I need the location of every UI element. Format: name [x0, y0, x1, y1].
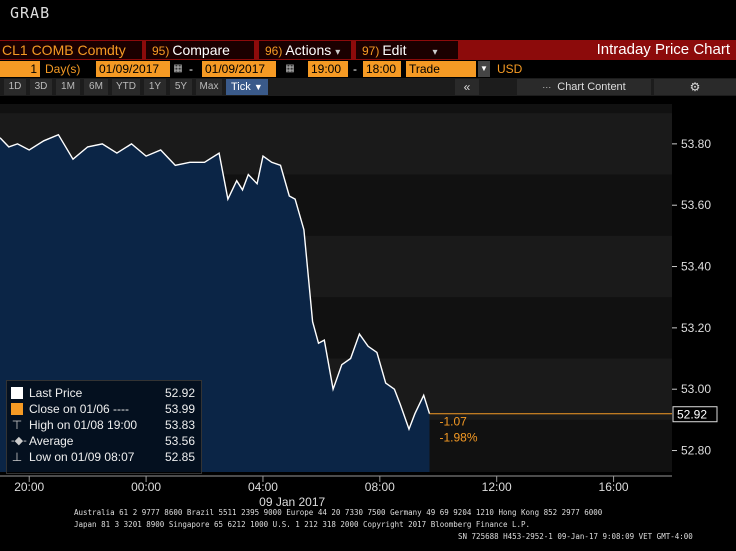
average-line-icon: -◆- [11, 435, 27, 447]
title-bar [0, 0, 736, 36]
edit-menu-number: 97) [362, 44, 380, 58]
actions-menu[interactable]: 96) Actions ▾ [259, 41, 351, 59]
settings-button[interactable]: ⚙ [654, 79, 736, 95]
actions-caret-icon: ▾ [335, 47, 341, 58]
time-separator: - [353, 62, 357, 76]
x-tick-label: 16:00 [599, 480, 629, 494]
y-tick-label: 53.00 [681, 382, 711, 396]
date-separator: - [189, 62, 193, 76]
chart-line-layer [0, 133, 672, 432]
start-date-input[interactable]: 01/09/2017 [96, 61, 170, 77]
security-input[interactable]: CL1 COMB Comdty [0, 41, 142, 59]
x-tick-label: 12:00 [482, 480, 512, 494]
period-1d-button[interactable]: 1D [4, 79, 26, 95]
chart-legend: Last Price 52.92 Close on 01/06 ---- 53.… [6, 380, 202, 474]
currency-input[interactable]: USD [497, 62, 523, 76]
chart-content-button[interactable]: ⋯ Chart Content [517, 79, 651, 95]
gear-icon: ⚙ [689, 80, 701, 94]
chart-name-label: Intraday Price Chart [596, 41, 730, 58]
legend-close[interactable]: Close on 01/06 ---- 53.99 [11, 401, 199, 417]
y-tick-label: 53.40 [681, 260, 711, 274]
footer-contacts-1: Australia 61 2 9777 8600 Brazil 5511 239… [74, 508, 603, 517]
low-marker-icon: ⊥ [11, 450, 23, 464]
legend-value: 53.56 [164, 434, 195, 448]
chart-content-icon: ⋯ [542, 82, 552, 92]
field-dropdown-icon[interactable]: ▼ [478, 61, 490, 77]
last-price-tag-box [672, 406, 718, 423]
legend-label: High on 01/08 19:00 [29, 418, 138, 432]
x-tick-label: 00:00 [131, 480, 161, 494]
y-axis: 53.80 53.60 53.40 53.20 53.00 52.80 52.92 [672, 96, 736, 476]
legend-high[interactable]: ⊤ High on 01/08 19:00 53.83 [11, 417, 199, 433]
legend-value: 52.92 [164, 386, 195, 400]
net-change-label: -1.07 [439, 415, 467, 429]
edit-menu-label: Edit [382, 42, 407, 58]
tick-label: Tick [231, 81, 251, 93]
footer-contacts-2: Japan 81 3 3201 8900 Singapore 65 6212 1… [74, 520, 531, 529]
x-axis: 20:00 00:00 04:00 08:00 12:00 16:00 09 Jan 201… [0, 475, 672, 508]
legend-label: Last Price [29, 386, 83, 400]
white-square-icon [11, 387, 23, 399]
legend-average[interactable]: -◆- Average 53.56 [11, 433, 199, 449]
chart-annotations: -1.07 -1.98% [439, 415, 477, 445]
y-tick-label: 53.80 [681, 137, 711, 151]
edit-menu[interactable]: 97) Edit ▾ [356, 41, 458, 59]
actions-menu-number: 96) [265, 44, 283, 58]
days-input[interactable]: 1 [0, 61, 40, 77]
x-tick-label: 08:00 [365, 480, 395, 494]
legend-label: Close on 01/06 ---- [29, 402, 130, 416]
compare-menu-number: 95) [152, 44, 170, 58]
orange-square-icon [11, 403, 23, 415]
y-tick-label: 53.20 [681, 321, 711, 335]
double-chevron-left-icon: « [463, 80, 471, 94]
period-6m-button[interactable]: 6M [84, 79, 108, 95]
x-tick-label: 04:00 [248, 480, 278, 494]
compare-menu[interactable]: 95) Compare [146, 41, 254, 59]
tick-caret-icon: ▼ [253, 82, 263, 92]
collapse-panel-button[interactable]: « [455, 79, 479, 95]
field-select[interactable]: Trade [406, 61, 476, 77]
legend-label: Average [29, 434, 74, 448]
y-tick-label: 53.60 [681, 198, 711, 212]
footer: Australia 61 2 9777 8600 Brazil 5511 239… [0, 506, 736, 551]
legend-last-price[interactable]: Last Price 52.92 [11, 385, 199, 401]
high-marker-icon: ⊤ [11, 418, 23, 432]
period-1m-button[interactable]: 1M [56, 79, 80, 95]
legend-value: 52.85 [164, 450, 195, 464]
legend-value: 53.83 [164, 418, 195, 432]
price-chart[interactable]: 53.80 53.60 53.40 53.20 53.00 52.80 52.92 20:0… [0, 96, 736, 508]
start-time-input[interactable]: 19:00 [308, 61, 348, 77]
legend-low[interactable]: ⊥ Low on 01/09 08:07 52.85 [11, 449, 199, 465]
y-tick-label: 52.80 [681, 444, 711, 458]
period-max-button[interactable]: Max [196, 79, 222, 95]
compare-menu-label: Compare [172, 42, 230, 58]
chart-content-label: Chart Content [557, 81, 626, 93]
period-5y-button[interactable]: 5Y [170, 79, 192, 95]
legend-value: 53.99 [164, 402, 195, 416]
days-label: Day(s) [45, 62, 81, 76]
edit-caret-icon: ▾ [432, 47, 438, 58]
price-line [0, 133, 431, 432]
x-tick-label: 20:00 [14, 480, 44, 494]
period-3d-button[interactable]: 3D [30, 79, 52, 95]
end-calendar-icon[interactable]: ▦ [285, 63, 295, 74]
percent-change-label: -1.98% [439, 431, 477, 445]
end-time-input[interactable]: 18:00 [363, 61, 401, 77]
start-calendar-icon[interactable]: ▦ [173, 63, 183, 74]
x-axis-date-label: 09 Jan 2017 [259, 495, 325, 508]
period-ytd-button[interactable]: YTD [112, 79, 140, 95]
end-date-input[interactable]: 01/09/2017 [202, 61, 276, 77]
window-title: GRAB [10, 4, 51, 22]
last-price-tag: 52.92 [677, 408, 707, 422]
tick-dropdown[interactable]: Tick ▼ [226, 79, 268, 95]
footer-session-info: SN 725688 H453-2952-1 09-Jan-17 9:08:09 … [458, 532, 693, 541]
legend-label: Low on 01/09 08:07 [29, 450, 135, 464]
actions-menu-label: Actions [285, 42, 332, 58]
period-1y-button[interactable]: 1Y [144, 79, 166, 95]
